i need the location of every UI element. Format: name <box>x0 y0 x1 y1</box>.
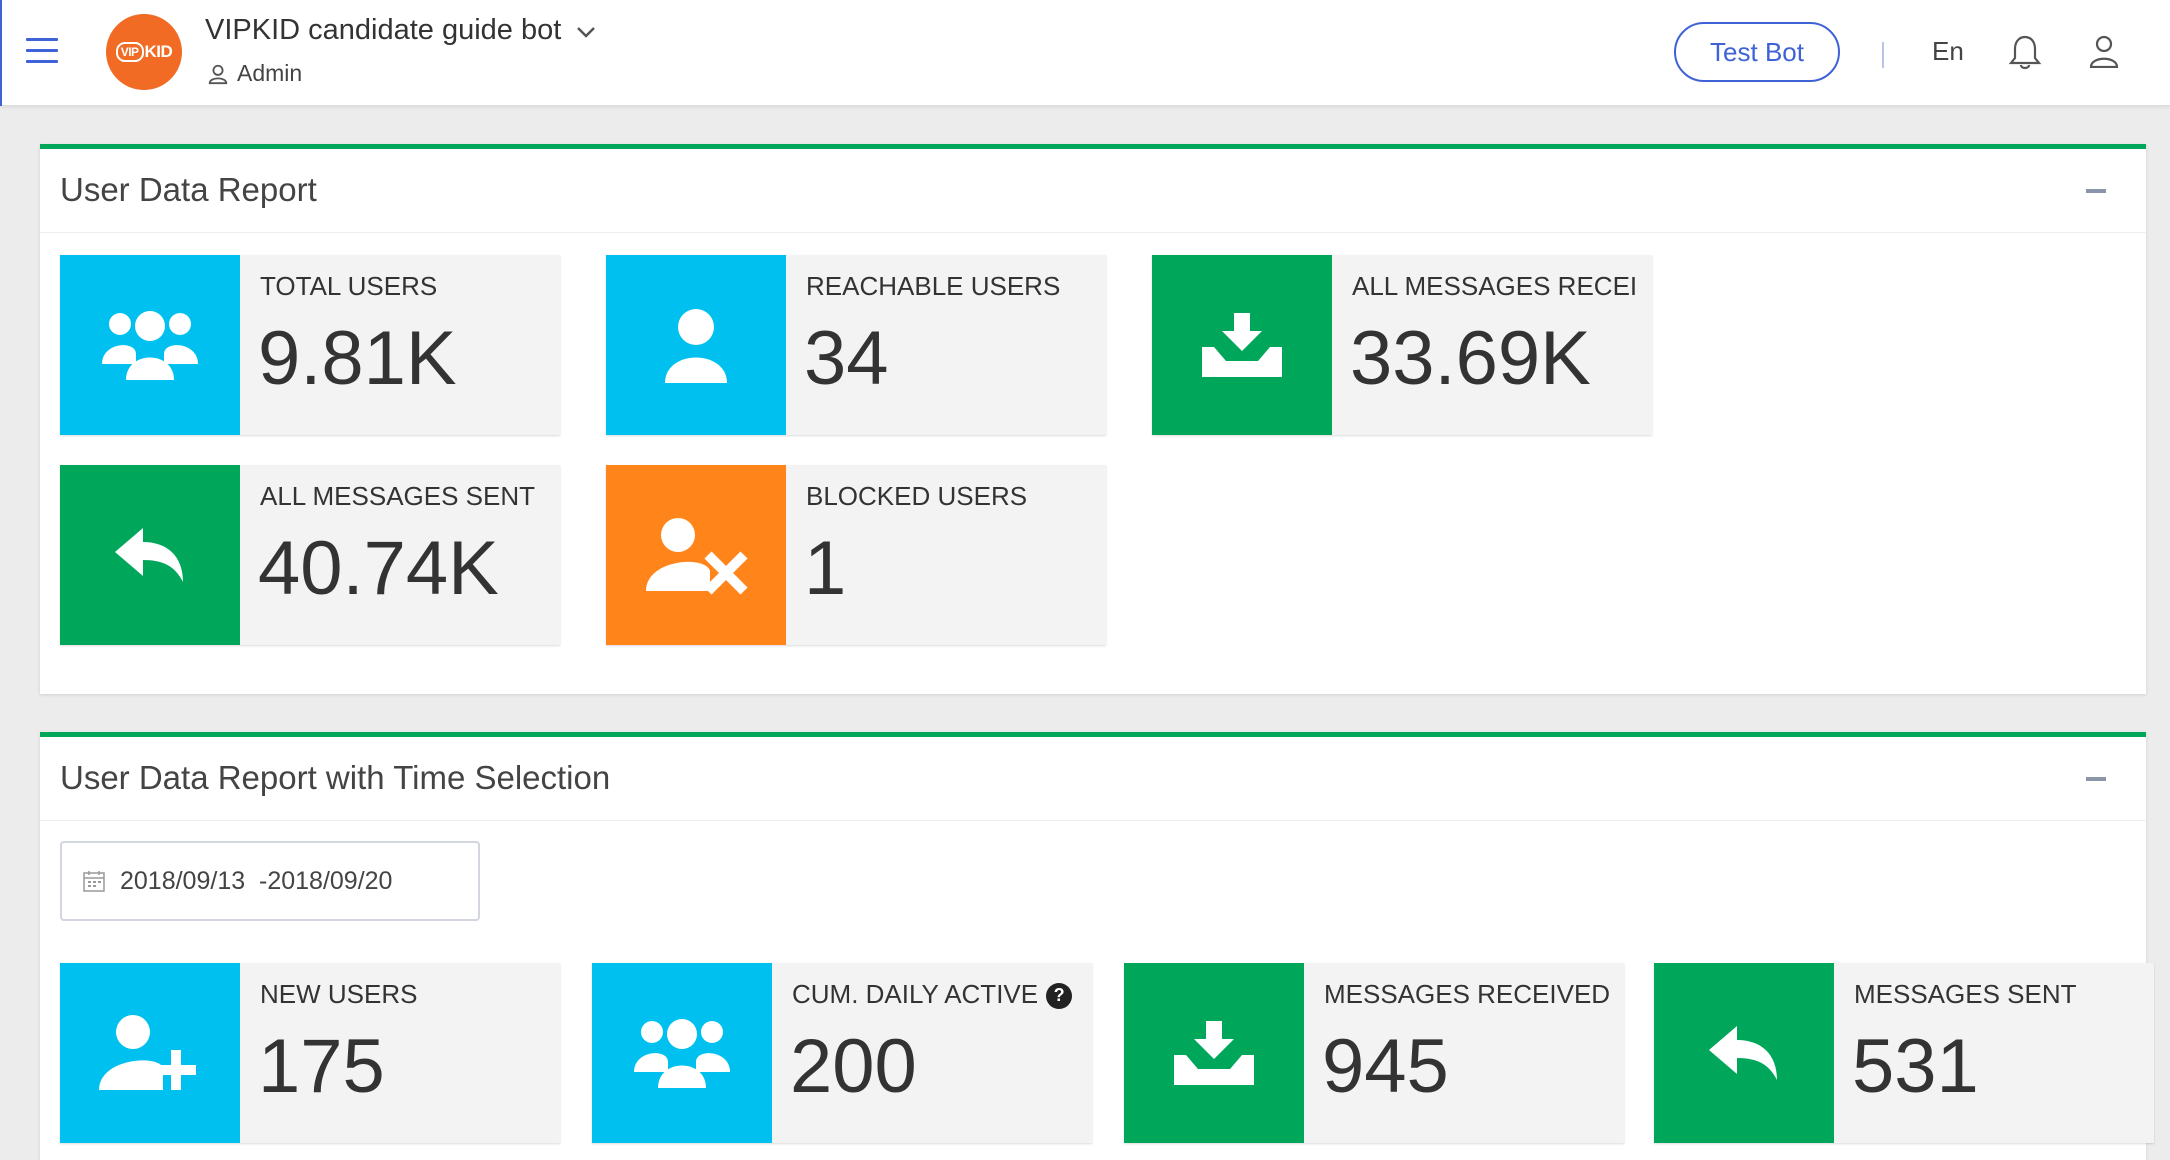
bot-name: VIPKID candidate guide bot <box>205 14 562 46</box>
panel-title: User Data Report <box>60 171 317 208</box>
collapse-icon[interactable] <box>2086 189 2106 193</box>
info-box-messages-received: MESSAGES RECEIVED 945 <box>1124 963 1624 1143</box>
chevron-down-icon[interactable] <box>574 20 598 44</box>
info-box-messages-sent: MESSAGES SENT 531 <box>1654 963 2154 1143</box>
info-value: 200 <box>790 1024 917 1109</box>
info-value: 34 <box>804 316 889 401</box>
test-bot-button[interactable]: Test Bot <box>1674 22 1840 82</box>
info-box-blocked-users: BLOCKED USERS 1 <box>606 465 1106 645</box>
reply-icon <box>1654 963 1834 1143</box>
info-label-text: CUM. DAILY ACTIVE <box>792 979 1039 1009</box>
info-label: REACHABLE USERS <box>806 271 1061 301</box>
top-navbar: VIP KID VIPKID candidate guide bot Admin … <box>0 0 2170 106</box>
person-outline-icon <box>208 64 228 84</box>
info-label: ALL MESSAGES SENT <box>260 481 536 511</box>
info-box-all-messages-sent: ALL MESSAGES SENT 40.74K <box>60 465 560 645</box>
info-value: 33.69K <box>1350 316 1591 401</box>
user-add-icon <box>60 963 240 1143</box>
info-box-cum-daily-active: CUM. DAILY ACTIVE? 200 <box>592 963 1092 1143</box>
user-data-report-panel: User Data Report TOTAL USERS 9.81K REACH… <box>40 144 2146 694</box>
info-value: 531 <box>1852 1024 1979 1109</box>
info-label: MESSAGES RECEIVED <box>1324 979 1611 1009</box>
inbox-download-icon <box>1152 255 1332 435</box>
date-range-value: 2018/09/13 -2018/09/20 <box>120 866 393 895</box>
info-box-new-users: NEW USERS 175 <box>60 963 560 1143</box>
calendar-icon <box>83 871 105 892</box>
users-group-icon <box>592 963 772 1143</box>
divider <box>1882 42 1884 68</box>
users-group-icon <box>60 255 240 435</box>
panel-title: User Data Report with Time Selection <box>60 759 611 796</box>
info-value: 1 <box>804 526 847 611</box>
info-label: TOTAL USERS <box>260 271 438 301</box>
help-icon[interactable]: ? <box>1046 982 1073 1009</box>
info-value: 40.74K <box>258 526 499 611</box>
info-value: 945 <box>1322 1024 1449 1109</box>
reply-icon <box>60 465 240 645</box>
time-selection-report-panel: User Data Report with Time Selection 201… <box>40 732 2154 1160</box>
date-range-picker[interactable]: 2018/09/13 -2018/09/20 <box>60 841 480 921</box>
user-icon <box>606 255 786 435</box>
info-box-total-users: TOTAL USERS 9.81K <box>60 255 560 435</box>
info-box-all-messages-received: ALL MESSAGES RECEIVED 33.69K <box>1152 255 1652 435</box>
role-label: Admin <box>237 60 303 86</box>
panel-header: User Data Report <box>40 149 2146 233</box>
menu-toggle-icon[interactable] <box>26 38 58 64</box>
info-label: BLOCKED USERS <box>806 481 1028 511</box>
info-box-reachable-users: REACHABLE USERS 34 <box>606 255 1106 435</box>
info-label: CUM. DAILY ACTIVE? <box>792 979 1092 1010</box>
collapse-icon[interactable] <box>2086 777 2106 781</box>
user-blocked-icon <box>606 465 786 645</box>
bell-icon[interactable] <box>2008 34 2042 70</box>
info-label: MESSAGES SENT <box>1854 979 2077 1009</box>
info-label: ALL MESSAGES RECEIVED <box>1352 271 1637 301</box>
info-value: 9.81K <box>258 316 457 401</box>
bot-logo: VIP KID <box>106 14 182 90</box>
info-label: NEW USERS <box>260 979 418 1009</box>
active-indicator <box>0 0 2 106</box>
info-value: 175 <box>258 1024 385 1109</box>
inbox-download-icon <box>1124 963 1304 1143</box>
panel-header: User Data Report with Time Selection <box>40 737 2146 821</box>
user-profile-icon[interactable] <box>2088 34 2120 68</box>
user-role: Admin <box>207 60 302 87</box>
language-switch[interactable]: En <box>1932 36 1964 66</box>
